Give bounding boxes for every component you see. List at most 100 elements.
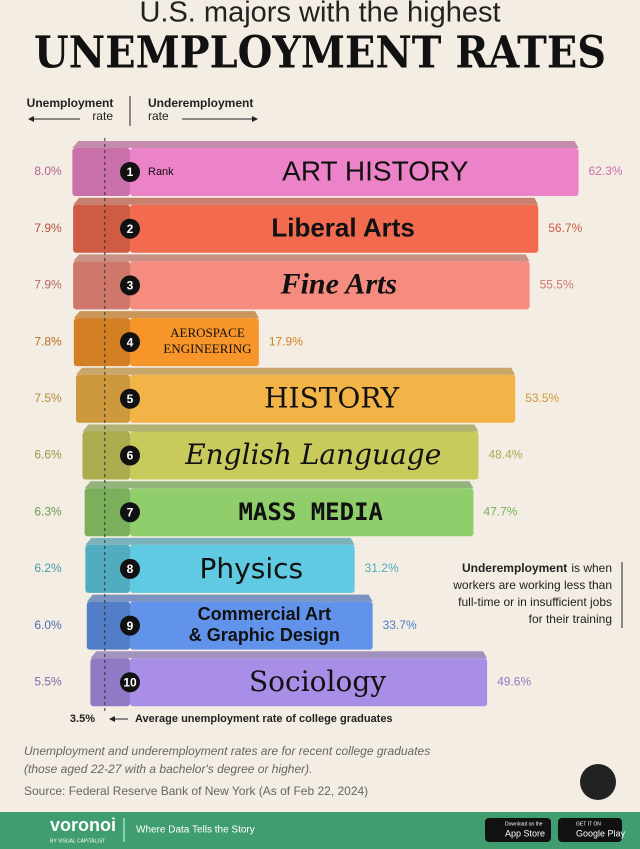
average-label: 3.5%	[70, 713, 95, 725]
underemployment-label: 62.3%	[589, 164, 623, 178]
rank-badge	[120, 388, 140, 409]
unemployment-bar	[73, 318, 130, 367]
unemployment-bar	[90, 658, 130, 707]
unemployment-label: 6.3%	[34, 504, 62, 518]
category: AEROSPACE	[170, 325, 245, 340]
rank: 7	[127, 505, 134, 519]
arrow-head	[28, 116, 34, 122]
rank-badge	[120, 445, 140, 466]
rank-badge	[120, 615, 140, 636]
rank: 4	[127, 335, 134, 349]
unemployment-label: 7.5%	[34, 391, 62, 405]
google-play-small: GET IT ON	[576, 821, 601, 827]
book-top	[86, 594, 373, 602]
left-axis-label: Unemployment	[27, 96, 114, 110]
unemployment-bar	[85, 544, 130, 593]
left-axis-label: rate	[92, 109, 113, 123]
underemployment-bar	[130, 431, 479, 480]
rank: 2	[127, 222, 134, 236]
footnote: Unemployment and underemployment rates a…	[24, 744, 430, 758]
rank: 10	[123, 675, 137, 689]
unemployment-bar	[76, 374, 130, 423]
rank: 9	[127, 619, 134, 633]
unemployment-label: 5.5%	[34, 674, 62, 688]
right-axis-label: Underemployment	[148, 96, 253, 110]
rank: 3	[127, 279, 134, 293]
rank: 5	[127, 392, 134, 406]
underemployment-label: 49.6%	[497, 674, 531, 688]
category: Fine Arts	[280, 267, 397, 300]
chart-title-emphasis: UNEMPLOYMENT RATES	[34, 28, 606, 79]
underemployment-label: 56.7%	[548, 221, 582, 235]
underemployment-label: 17.9%	[269, 334, 303, 348]
chart-title: U.S. majors with the highest	[139, 0, 500, 29]
category: ENGINEERING	[163, 341, 251, 356]
app-store-text: App Store	[505, 828, 545, 838]
unemployment-label: 8.0%	[34, 164, 62, 178]
source: Source: Federal Reserve Bank of New York…	[24, 784, 368, 798]
underemployment-bar	[130, 261, 530, 310]
unemployment-label: 7.8%	[34, 334, 62, 348]
underemployment-bar	[130, 318, 259, 367]
note-line: workers are working less than	[452, 578, 612, 592]
category: English Language	[184, 438, 441, 471]
note: Underemployment is when workers are workin…	[452, 561, 612, 626]
underemployment-label: 55.5%	[540, 278, 574, 292]
right-axis-label: rate	[148, 109, 169, 123]
google-play-button[interactable]	[558, 818, 622, 842]
rank-label: Rank	[148, 166, 174, 178]
book-top	[73, 197, 539, 205]
unemployment-bar	[73, 261, 130, 310]
unemployment-bar	[73, 204, 130, 253]
logo-mark	[580, 764, 616, 800]
book-top	[73, 254, 530, 262]
underemployment-label: 31.2%	[365, 561, 399, 575]
book-top	[82, 424, 479, 432]
book-top	[73, 311, 259, 319]
app-store-button[interactable]	[485, 818, 551, 842]
unemployment-label: 6.2%	[34, 561, 62, 575]
note-line: full-time or in insufficient jobs	[458, 595, 612, 609]
book-top	[72, 141, 579, 148]
byline: BY VISUAL CAPITALIST	[50, 838, 105, 844]
average-text: Average unemployment rate of college gra…	[135, 713, 393, 725]
note-line: Underemployment is when	[462, 561, 612, 575]
rank: 6	[127, 449, 134, 463]
tagline: Where Data Tells the Story	[136, 825, 255, 836]
underemployment-label: 33.7%	[383, 618, 417, 632]
rank-badge	[120, 502, 140, 523]
google-play-text: Google Play	[576, 828, 626, 838]
underemployment-bar	[130, 658, 488, 707]
brand: voronoi	[50, 815, 116, 835]
category: MASS MEDIA	[238, 498, 383, 526]
rank-badge	[120, 275, 140, 296]
underemployment-label: 48.4%	[488, 448, 522, 462]
note-term: Underemployment	[462, 561, 567, 575]
arrow-head	[252, 116, 258, 122]
underemployment-bar	[130, 601, 373, 650]
category: ART HISTORY	[282, 155, 469, 186]
rank-badge	[120, 672, 140, 693]
unemployment-bar	[86, 601, 130, 650]
books: 1 Rank ART HISTORY 8.0% 62.3% 2 Liberal Arts 7.…	[34, 138, 623, 713]
rank-badge	[120, 218, 140, 239]
footnote: (those aged 22-27 with a bachelor's degr…	[24, 762, 312, 776]
unemployment-bar	[84, 488, 130, 537]
book-top	[90, 651, 488, 659]
unemployment-bar	[82, 431, 130, 480]
rank-badge	[120, 558, 140, 579]
underemployment-label: 53.5%	[525, 391, 559, 405]
unemployment-bar	[72, 148, 130, 196]
unemployment-label: 6.6%	[34, 448, 62, 462]
arrow-head	[109, 716, 115, 722]
underemployment-label: 47.7%	[483, 504, 517, 518]
rank: 1	[127, 165, 134, 179]
category: HISTORY	[264, 381, 400, 414]
book-top	[85, 537, 355, 545]
note-text: is when	[571, 561, 612, 575]
underemployment-bar	[130, 374, 516, 423]
rank-badge	[120, 332, 140, 353]
unemployment-label: 6.0%	[34, 618, 62, 632]
underemployment-bar	[130, 544, 355, 593]
book-top	[76, 367, 516, 375]
